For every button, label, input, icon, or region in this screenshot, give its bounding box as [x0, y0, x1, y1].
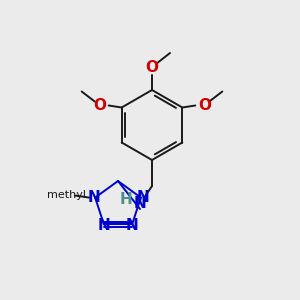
Text: O: O	[93, 98, 106, 113]
Text: N: N	[136, 190, 149, 205]
Text: N: N	[126, 218, 139, 233]
Text: O: O	[146, 61, 158, 76]
Text: N: N	[98, 218, 110, 233]
Text: O: O	[198, 98, 211, 113]
Text: methyl: methyl	[47, 190, 86, 200]
Text: H: H	[120, 193, 132, 208]
Text: N: N	[134, 196, 146, 211]
Text: N: N	[88, 190, 100, 205]
